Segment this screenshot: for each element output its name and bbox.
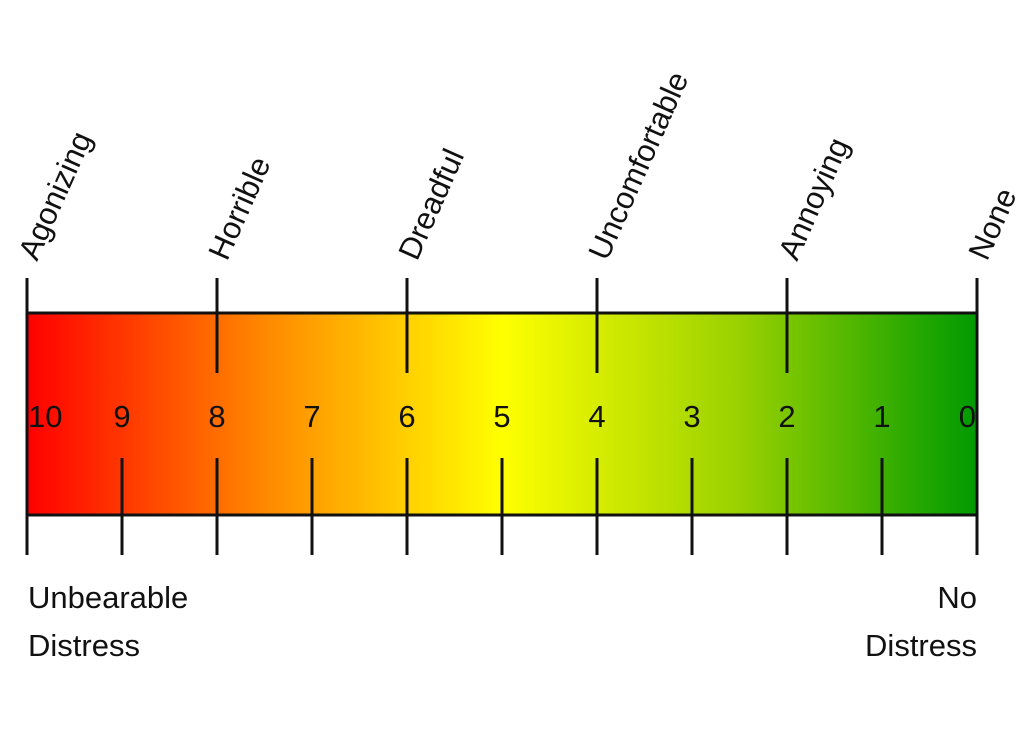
scale-number: 8 — [208, 399, 225, 434]
top-label: Agonizing — [11, 126, 98, 265]
scale-number: 1 — [873, 399, 890, 434]
scale-number: 6 — [398, 399, 415, 434]
scale-number: 10 — [28, 399, 62, 434]
scale-number: 2 — [778, 399, 795, 434]
left-caption: Unbearable — [28, 580, 188, 615]
top-label: Annoying — [771, 133, 856, 265]
top-label: Uncomfortable — [581, 66, 695, 264]
top-label: None — [961, 183, 1023, 265]
scale-number: 9 — [113, 399, 130, 434]
right-caption: Distress — [865, 628, 977, 663]
scale-number: 3 — [683, 399, 700, 434]
scale-number: 5 — [493, 399, 510, 434]
top-label: Horrible — [201, 151, 277, 264]
top-label: Dreadful — [391, 144, 471, 265]
left-caption: Distress — [28, 628, 140, 663]
scale-number: 0 — [959, 399, 976, 434]
scale-number: 4 — [588, 399, 605, 434]
scale-number: 7 — [303, 399, 320, 434]
right-caption: No — [937, 580, 977, 615]
